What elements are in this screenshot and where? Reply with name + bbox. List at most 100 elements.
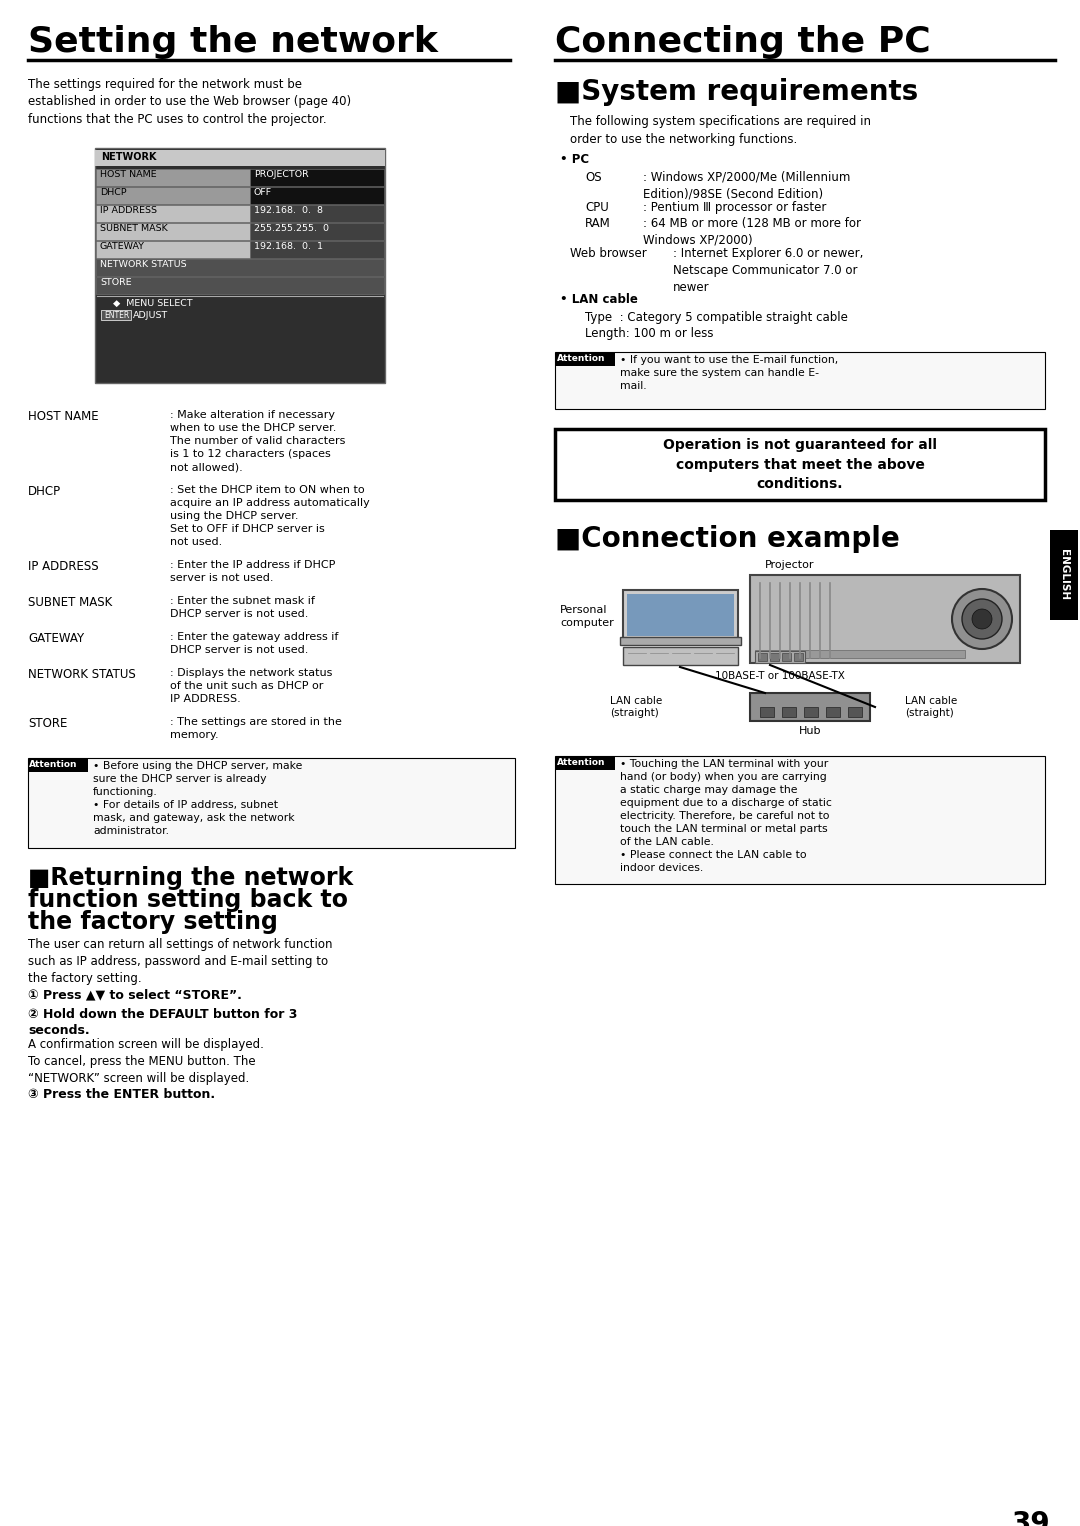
Text: OS: OS xyxy=(585,171,602,185)
Bar xyxy=(782,707,796,717)
Text: Personal
computer: Personal computer xyxy=(561,604,613,629)
Text: LAN cable
(straight): LAN cable (straight) xyxy=(905,696,957,719)
Bar xyxy=(96,223,249,240)
Text: DHCP: DHCP xyxy=(28,485,62,497)
Circle shape xyxy=(962,600,1002,639)
Text: STORE: STORE xyxy=(28,717,67,729)
Bar xyxy=(755,652,805,662)
Text: Attention: Attention xyxy=(29,760,78,769)
Bar xyxy=(555,755,1045,884)
Bar xyxy=(620,636,741,645)
Text: ③ Press the ENTER button.: ③ Press the ENTER button. xyxy=(28,1088,215,1100)
Bar xyxy=(758,653,767,661)
Text: ◆  MENU SELECT: ◆ MENU SELECT xyxy=(113,299,192,308)
Text: NETWORK: NETWORK xyxy=(102,153,157,162)
Bar xyxy=(96,188,249,204)
Bar xyxy=(95,148,384,383)
Text: : Set the DHCP item to ON when to
acquire an IP address automatically
using the : : Set the DHCP item to ON when to acquir… xyxy=(170,485,369,548)
Text: STORE: STORE xyxy=(100,278,132,287)
Text: SUBNET MASK: SUBNET MASK xyxy=(28,597,112,609)
Text: ■Connection example: ■Connection example xyxy=(555,525,900,552)
Bar xyxy=(1050,530,1078,620)
Text: • Touching the LAN terminal with your
hand (or body) when you are carrying
a sta: • Touching the LAN terminal with your ha… xyxy=(620,758,832,873)
Text: function setting back to: function setting back to xyxy=(28,888,348,913)
Text: : Enter the subnet mask if
DHCP server is not used.: : Enter the subnet mask if DHCP server i… xyxy=(170,597,315,620)
Text: GATEWAY: GATEWAY xyxy=(100,243,145,250)
Bar xyxy=(96,278,384,295)
Text: GATEWAY: GATEWAY xyxy=(28,632,84,645)
Text: IP ADDRESS: IP ADDRESS xyxy=(100,206,157,215)
Text: ENTER: ENTER xyxy=(104,311,130,320)
Bar xyxy=(804,707,818,717)
Text: 192.168.  0.  1: 192.168. 0. 1 xyxy=(254,243,323,250)
Text: : 64 MB or more (128 MB or more for
Windows XP/2000): : 64 MB or more (128 MB or more for Wind… xyxy=(643,217,861,247)
Text: CPU: CPU xyxy=(585,201,609,214)
Text: ADJUST: ADJUST xyxy=(133,311,168,320)
Text: : Windows XP/2000/Me (Millennium
Edition)/98SE (Second Edition): : Windows XP/2000/Me (Millennium Edition… xyxy=(643,171,850,201)
Bar xyxy=(249,188,384,204)
Bar xyxy=(28,758,515,848)
Bar xyxy=(28,758,87,772)
Bar xyxy=(627,594,734,636)
Text: : Displays the network status
of the unit such as DHCP or
IP ADDRESS.: : Displays the network status of the uni… xyxy=(170,668,333,703)
Text: RAM: RAM xyxy=(585,217,611,230)
Bar xyxy=(623,591,738,639)
Bar xyxy=(826,707,840,717)
Bar xyxy=(755,650,966,658)
Text: Operation is not guaranteed for all
computers that meet the above
conditions.: Operation is not guaranteed for all comp… xyxy=(663,438,937,491)
Bar xyxy=(770,653,779,661)
Text: A confirmation screen will be displayed.
To cancel, press the MENU button. The
“: A confirmation screen will be displayed.… xyxy=(28,1038,264,1085)
Bar xyxy=(848,707,862,717)
Bar xyxy=(96,169,249,186)
Circle shape xyxy=(951,589,1012,649)
Bar xyxy=(555,429,1045,501)
Bar xyxy=(102,310,131,320)
Text: OFF: OFF xyxy=(254,188,272,197)
Text: ■System requirements: ■System requirements xyxy=(555,78,918,105)
Text: : Enter the IP address if DHCP
server is not used.: : Enter the IP address if DHCP server is… xyxy=(170,560,336,583)
Text: The user can return all settings of network function
such as IP address, passwor: The user can return all settings of netw… xyxy=(28,938,333,984)
Text: Hub: Hub xyxy=(799,726,821,736)
Bar xyxy=(95,150,384,166)
Text: The following system specifications are required in
order to use the networking : The following system specifications are … xyxy=(570,114,870,145)
Text: PROJECTOR: PROJECTOR xyxy=(254,169,309,179)
Bar xyxy=(555,353,615,366)
Text: Connecting the PC: Connecting the PC xyxy=(555,24,931,60)
Text: ② Hold down the DEFAULT button for 3
seconds.: ② Hold down the DEFAULT button for 3 sec… xyxy=(28,1009,297,1038)
Text: ENGLISH: ENGLISH xyxy=(1059,549,1069,601)
Text: DHCP: DHCP xyxy=(100,188,126,197)
Text: : The settings are stored in the
memory.: : The settings are stored in the memory. xyxy=(170,717,342,740)
Text: Setting the network: Setting the network xyxy=(28,24,437,60)
Bar xyxy=(249,241,384,258)
Bar xyxy=(249,223,384,240)
Text: the factory setting: the factory setting xyxy=(28,909,278,934)
Text: ■Returning the network: ■Returning the network xyxy=(28,865,353,890)
Text: • LAN cable: • LAN cable xyxy=(561,293,638,307)
Text: Web browser: Web browser xyxy=(570,247,647,259)
Bar xyxy=(555,757,615,771)
Text: Attention: Attention xyxy=(557,354,606,363)
Text: LAN cable
(straight): LAN cable (straight) xyxy=(610,696,662,719)
Text: • If you want to use the E-mail function,
make sure the system can handle E-
mai: • If you want to use the E-mail function… xyxy=(620,356,838,391)
Text: HOST NAME: HOST NAME xyxy=(100,169,157,179)
Text: HOST NAME: HOST NAME xyxy=(28,410,98,423)
Bar xyxy=(623,647,738,665)
Text: NETWORK STATUS: NETWORK STATUS xyxy=(100,259,187,269)
Text: 255.255.255.  0: 255.255.255. 0 xyxy=(254,224,329,233)
Text: • PC: • PC xyxy=(561,153,589,166)
Bar xyxy=(794,653,804,661)
Text: NETWORK STATUS: NETWORK STATUS xyxy=(28,668,136,681)
Text: : Internet Explorer 6.0 or newer,
Netscape Communicator 7.0 or
newer: : Internet Explorer 6.0 or newer, Netsca… xyxy=(673,247,863,293)
Text: SUBNET MASK: SUBNET MASK xyxy=(100,224,167,233)
Text: 10BASE-T or 100BASE-TX: 10BASE-T or 100BASE-TX xyxy=(715,671,845,681)
Text: 39: 39 xyxy=(1011,1511,1050,1526)
Bar xyxy=(750,575,1020,662)
Bar xyxy=(750,693,870,720)
Text: Attention: Attention xyxy=(557,758,606,768)
Bar xyxy=(96,204,249,221)
Bar xyxy=(760,707,774,717)
Bar xyxy=(96,259,384,276)
Text: The settings required for the network must be
established in order to use the We: The settings required for the network mu… xyxy=(28,78,351,127)
Text: Type  : Category 5 compatible straight cable: Type : Category 5 compatible straight ca… xyxy=(585,311,848,324)
Text: 192.168.  0.  8: 192.168. 0. 8 xyxy=(254,206,323,215)
